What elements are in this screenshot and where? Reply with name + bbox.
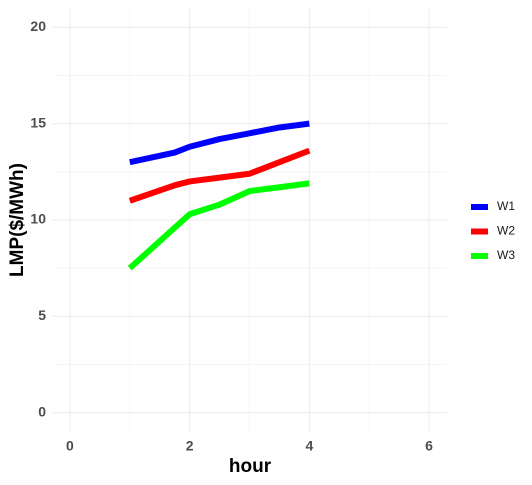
grid — [52, 8, 447, 432]
series-line — [129, 120, 310, 166]
y-tick-label: 0 — [38, 403, 46, 419]
y-tick-label: 10 — [30, 211, 46, 227]
x-axis-title: hour — [229, 456, 272, 477]
series-line — [127, 180, 310, 271]
y-tick-label: 20 — [30, 18, 46, 34]
x-tick-label: 4 — [305, 438, 313, 454]
series-line — [128, 147, 311, 204]
legend-label: W1 — [497, 199, 515, 213]
y-tick-label: 15 — [30, 114, 46, 130]
x-tick-label: 2 — [186, 438, 194, 454]
y-tick-label: 5 — [38, 307, 46, 323]
x-tick-label: 6 — [425, 438, 433, 454]
x-tick-label: 0 — [66, 438, 74, 454]
legend-label: W3 — [497, 248, 515, 262]
legend-label: W2 — [497, 224, 515, 238]
y-axis-title: LMP($/MWh) — [7, 163, 28, 277]
